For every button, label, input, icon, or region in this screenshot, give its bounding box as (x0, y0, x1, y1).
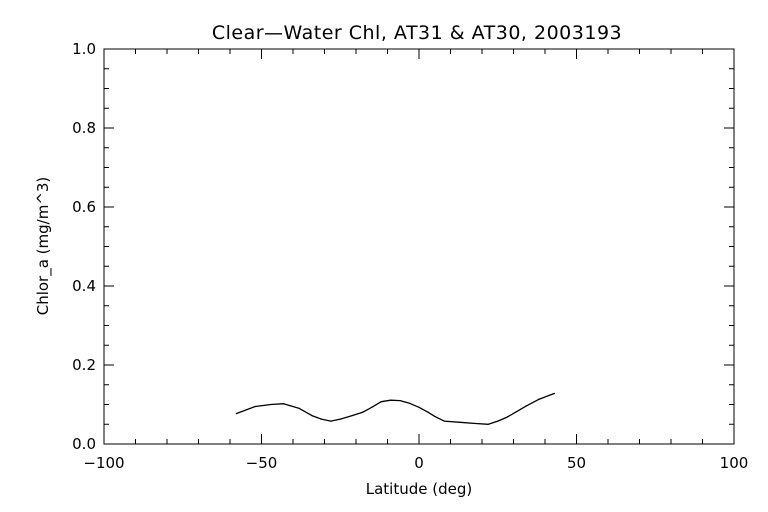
data-point (254, 405, 256, 408)
y-tick-label: 0.6 (72, 198, 96, 216)
data-point (506, 416, 508, 418)
data-point (361, 411, 363, 413)
data-point (270, 403, 272, 406)
y-tick-label: 0.0 (72, 435, 96, 453)
data-point (399, 399, 401, 402)
y-tick-label: 0.2 (72, 356, 96, 374)
data-point (553, 392, 556, 395)
data-point (418, 406, 420, 408)
chart-title: Clear—Water Chl, AT31 & AT30, 2003193 (212, 22, 622, 44)
data-point (330, 420, 332, 422)
data-point (380, 401, 382, 403)
series-points (235, 392, 556, 425)
data-point (525, 405, 527, 407)
y-tick-label: 0.8 (72, 119, 96, 137)
data-point (298, 407, 300, 410)
plot-frame (103, 48, 735, 445)
data-point (487, 423, 489, 425)
data-point (408, 402, 411, 404)
axis-ticks (103, 48, 735, 445)
data-point (235, 412, 237, 415)
x-tick-label: −100 (83, 454, 124, 472)
x-tick-label: 0 (414, 454, 424, 472)
data-point (371, 406, 373, 408)
data-point (434, 415, 436, 417)
series-line (236, 392, 555, 425)
data-point (349, 415, 351, 417)
y-axis-label: Chlor_a (mg/m^3) (34, 177, 53, 316)
data-point (497, 420, 499, 422)
data-point (339, 418, 341, 420)
x-tick-label: −50 (246, 454, 278, 472)
data-point (538, 398, 540, 400)
data-point (390, 399, 392, 401)
data-point (459, 421, 461, 423)
x-axis-label: Latitude (deg) (366, 480, 472, 498)
axis-tick-labels: −100 −50 0 50 100 0.0 0.2 0.4 0.6 0.8 1.0 (72, 40, 748, 472)
y-tick-label: 1.0 (72, 40, 96, 58)
y-tick-label: 0.4 (72, 277, 96, 295)
data-point (516, 411, 518, 413)
x-tick-label: 100 (720, 454, 749, 472)
data-point (427, 411, 430, 413)
data-point (475, 422, 477, 425)
data-point (282, 403, 285, 405)
data-point (320, 418, 322, 420)
data-point (311, 414, 313, 417)
data-point (443, 420, 445, 422)
x-tick-label: 50 (567, 454, 586, 472)
